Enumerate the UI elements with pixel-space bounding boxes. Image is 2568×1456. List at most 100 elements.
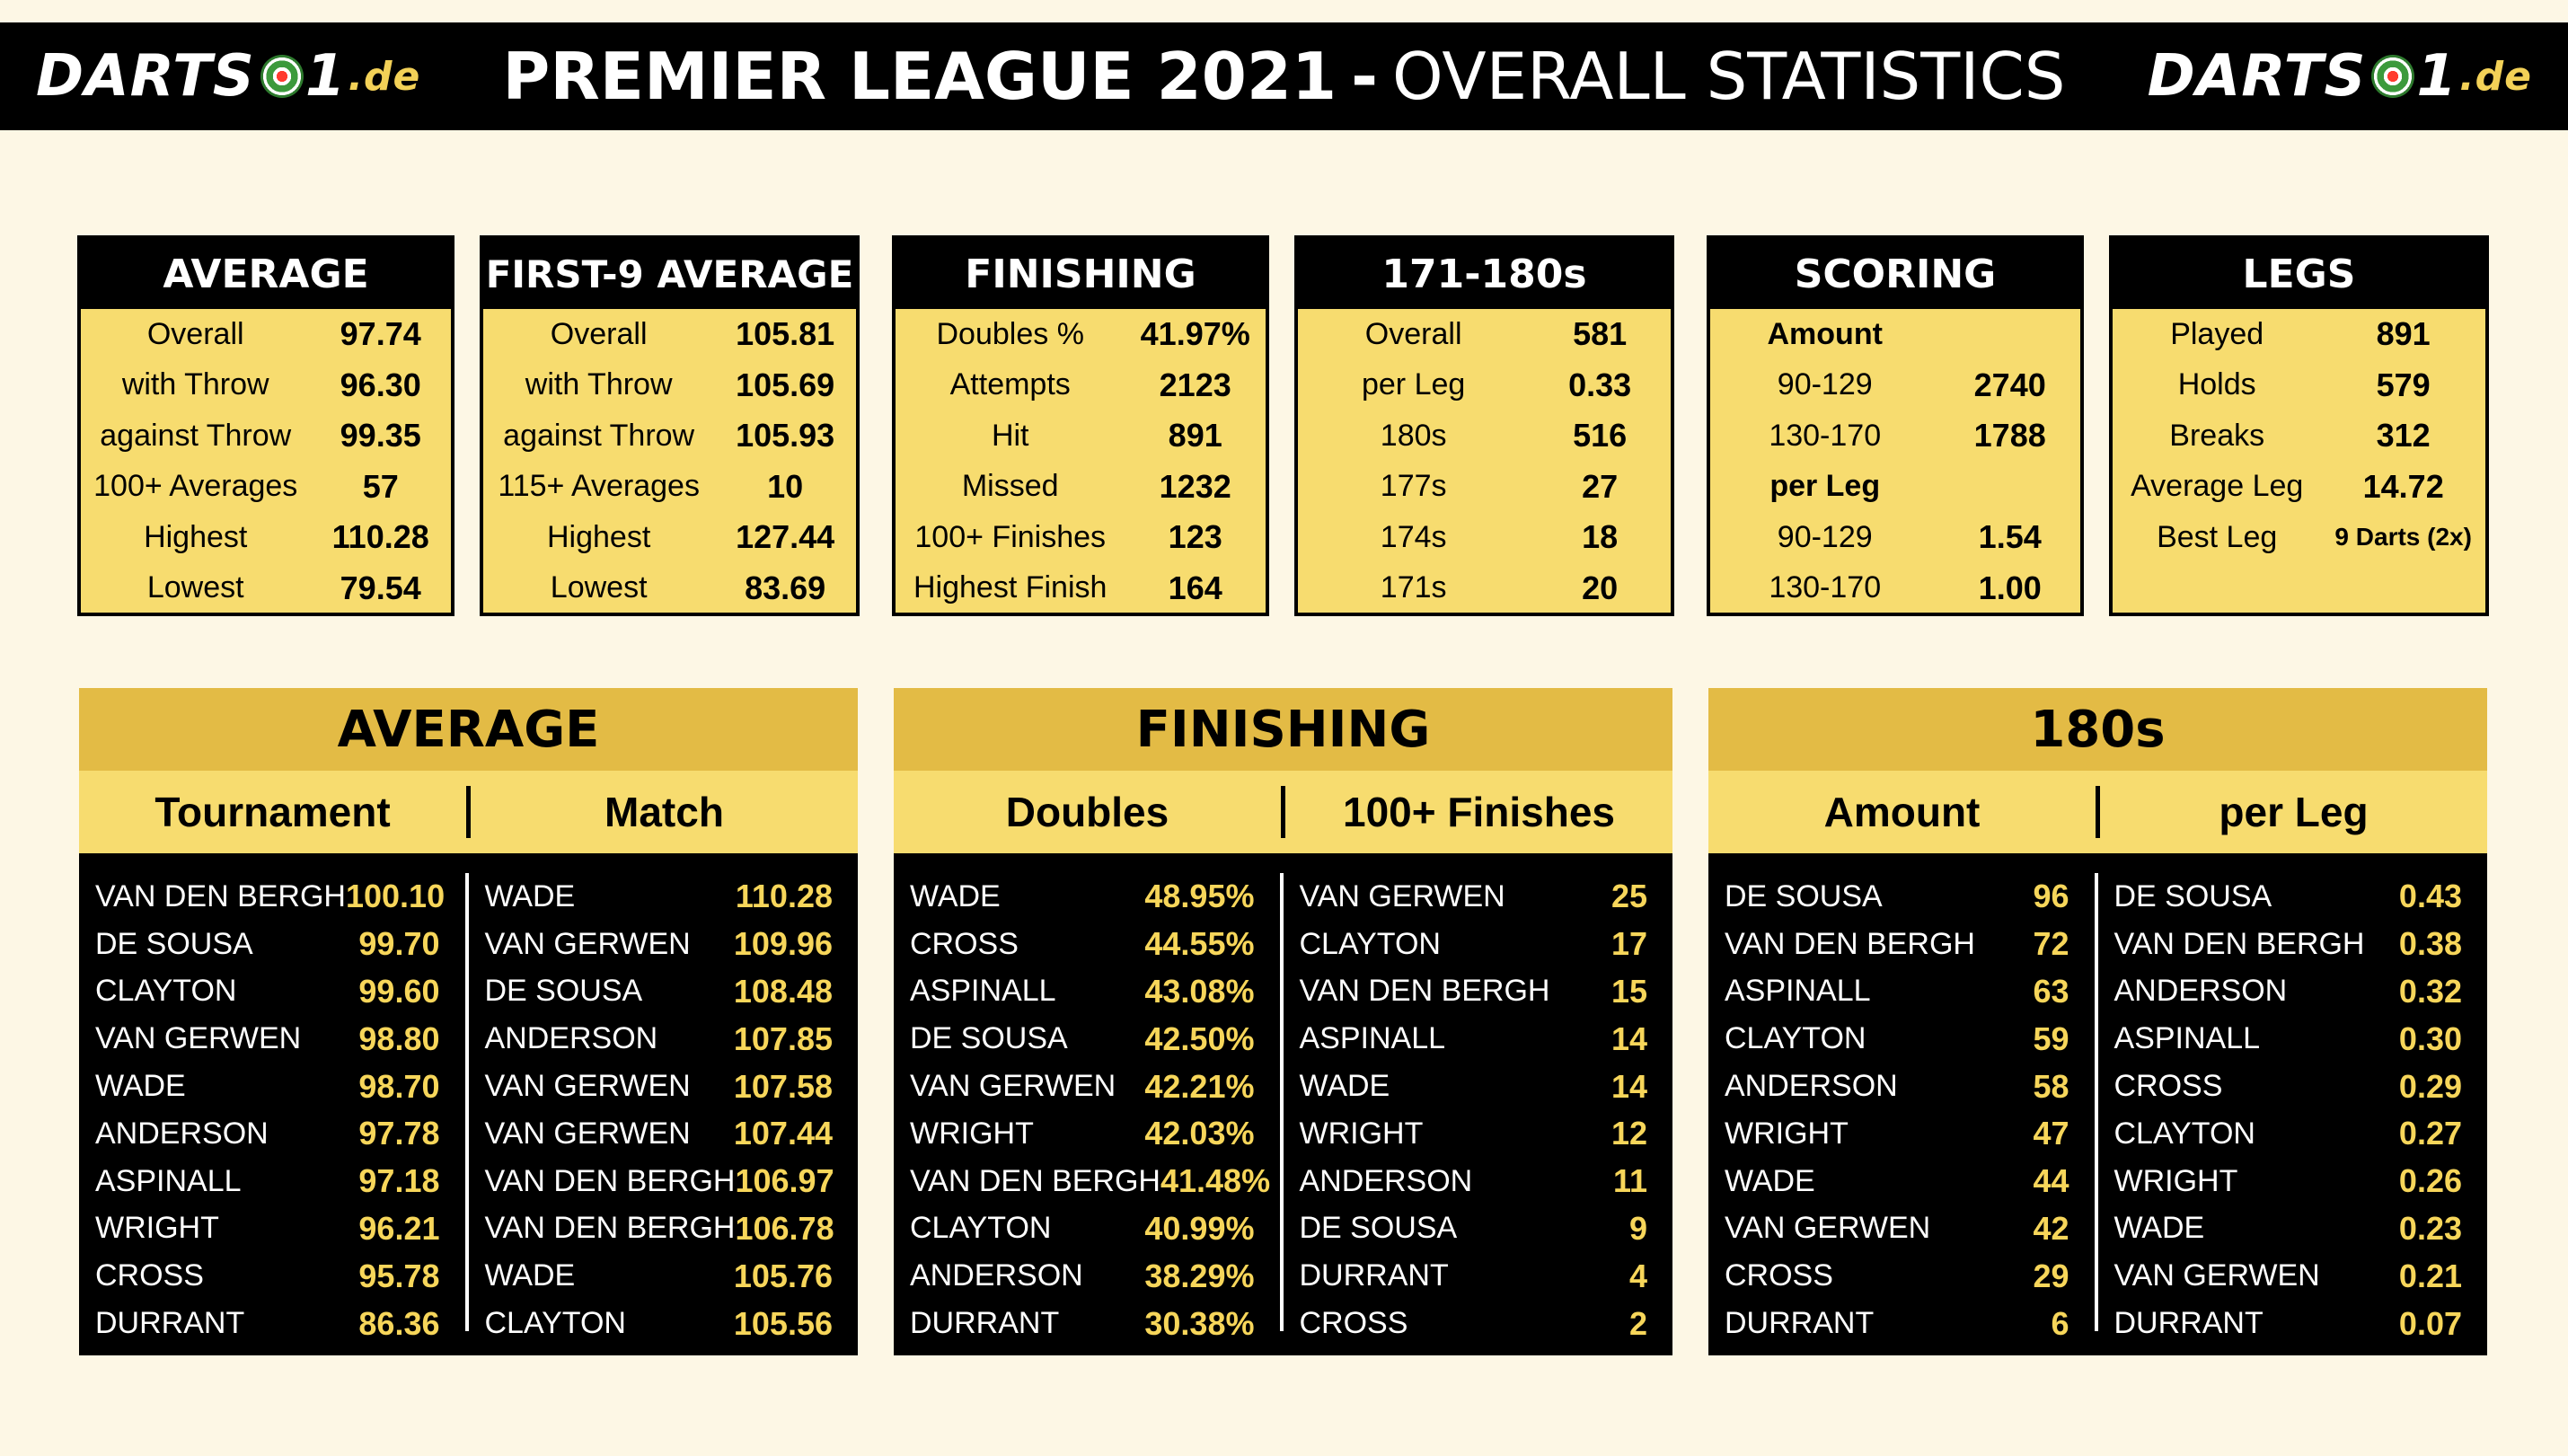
player-name: WRIGHT: [910, 1116, 1034, 1151]
ranking-row: WADE 44: [1708, 1158, 2095, 1205]
stat-value: 18: [1582, 518, 1619, 556]
player-value: 47: [2033, 1115, 2069, 1152]
ranking-row: VAN GERWEN 107.44: [469, 1110, 859, 1158]
ranking-row: ANDERSON 38.29%: [894, 1252, 1280, 1300]
player-value: 97.18: [358, 1162, 440, 1200]
stat-row: Amount: [1710, 309, 2080, 360]
player-value: 0.07: [2398, 1304, 2462, 1342]
page-title-main: PREMIER LEAGUE 2021: [502, 39, 1337, 114]
stat-label: 174s: [1380, 519, 1447, 554]
stat-box-title: LEGS: [2113, 239, 2485, 309]
player-name: WADE: [2114, 1211, 2205, 1246]
ranking-row: DE SOUSA 9: [1284, 1205, 1673, 1253]
player-value: 25: [1611, 878, 1647, 915]
player-value: 30.38%: [1144, 1304, 1255, 1342]
ranking-row: CLAYTON 59: [1708, 1015, 2095, 1063]
logo-one: 1: [304, 43, 347, 110]
stat-row: Overall 581: [1298, 309, 1671, 360]
stat-row: Doubles % 41.97%: [896, 309, 1266, 360]
page-title-separator: -: [1351, 39, 1378, 114]
stat-row: with Throw 96.30: [81, 360, 451, 411]
player-name: DURRANT: [2114, 1306, 2264, 1341]
stat-value: 1788: [1973, 417, 2046, 454]
player-name: DURRANT: [95, 1306, 245, 1341]
player-value: 72: [2033, 925, 2069, 963]
stat-value: 41.97%: [1140, 315, 1250, 353]
stat-label: Overall: [550, 316, 648, 351]
player-value: 0.32: [2398, 972, 2462, 1010]
player-name: DE SOUSA: [484, 974, 643, 1009]
player-value: 44.55%: [1144, 925, 1255, 963]
stat-box-first9-average: FIRST-9 AVERAGE Overall 105.81 with Throw…: [480, 235, 860, 616]
stat-row: Highest Finish 164: [896, 563, 1266, 614]
stat-label: Attempts: [949, 367, 1071, 402]
stat-label: Breaks: [2169, 418, 2265, 453]
stat-box-scoring: SCORING Amount 90-129 2740 130-170 1788 pe…: [1707, 235, 2084, 616]
ranking-row: WADE 110.28: [469, 873, 859, 921]
ranking-list-per-leg: DE SOUSA 0.43 VAN DEN BERGH 0.38 ANDERSON 0…: [2098, 873, 2488, 1355]
ranking-row: ASPINALL 43.08%: [894, 968, 1280, 1016]
stat-label: Overall: [146, 316, 244, 351]
player-name: CLAYTON: [484, 1306, 626, 1341]
panel-title: FINISHING: [894, 688, 1672, 771]
stat-value: 27: [1582, 467, 1619, 505]
player-name: WADE: [484, 1258, 576, 1293]
player-name: CLAYTON: [910, 1211, 1052, 1246]
player-name: VAN GERWEN: [484, 1069, 691, 1104]
stat-label: Overall: [1364, 316, 1462, 351]
stat-value: 105.81: [736, 315, 835, 353]
player-value: 96.21: [358, 1209, 440, 1247]
ranking-row: WADE 14: [1284, 1063, 1673, 1110]
stat-box-title: SCORING: [1710, 239, 2080, 309]
panel-subheader: Tournament Match: [79, 771, 858, 853]
ranking-row: WRIGHT 96.21: [79, 1205, 465, 1253]
stat-box-title: AVERAGE: [81, 239, 451, 309]
player-name: WADE: [484, 878, 576, 913]
ranking-row: CLAYTON 99.60: [79, 968, 465, 1016]
player-value: 107.58: [733, 1067, 833, 1105]
ranking-row: VAN DEN BERGH 15: [1284, 968, 1673, 1016]
ranking-row: WADE 0.23: [2098, 1205, 2488, 1253]
site-logo-left[interactable]: DARTS 1 .de: [36, 42, 420, 110]
column-header-per-leg: per Leg: [2219, 789, 2369, 835]
panel-finishing-rankings: FINISHING Doubles 100+ Finishes WADE 48.9…: [894, 688, 1672, 1355]
ranking-row: WADE 48.95%: [894, 873, 1280, 921]
stat-row: 100+ Finishes 123: [896, 512, 1266, 563]
player-name: WRIGHT: [95, 1211, 219, 1246]
player-name: CROSS: [910, 926, 1019, 961]
player-name: VAN DEN BERGH: [95, 878, 346, 913]
stat-value: 1.00: [1978, 569, 2042, 606]
player-value: 96: [2033, 878, 2069, 915]
ranking-row: CROSS 2: [1284, 1300, 1673, 1347]
dartboard-icon: [2371, 55, 2415, 98]
player-name: VAN DEN BERGH: [1725, 926, 1975, 961]
stat-row: 171s 20: [1298, 563, 1671, 614]
player-name: ASPINALL: [910, 974, 1056, 1009]
stat-row: Overall 105.81: [483, 309, 856, 360]
stat-value: 97.74: [340, 315, 421, 353]
column-header-100-finishes: 100+ Finishes: [1342, 789, 1615, 835]
player-name: WADE: [95, 1069, 186, 1104]
stat-label: Holds: [2177, 367, 2256, 402]
ranking-row: CLAYTON 105.56: [469, 1300, 859, 1347]
ranking-row: VAN GERWEN 107.58: [469, 1063, 859, 1110]
player-name: CROSS: [95, 1258, 204, 1293]
player-value: 0.38: [2398, 925, 2462, 963]
ranking-row: WRIGHT 42.03%: [894, 1110, 1280, 1158]
logo-domain: .de: [348, 53, 421, 100]
player-name: WRIGHT: [1725, 1116, 1849, 1151]
stat-value: 1.54: [1978, 518, 2042, 556]
ranking-row: DE SOUSA 42.50%: [894, 1015, 1280, 1063]
stat-value: 110.28: [331, 518, 429, 556]
player-name: WRIGHT: [2114, 1163, 2238, 1198]
player-name: VAN GERWEN: [95, 1021, 302, 1056]
site-logo-right[interactable]: DARTS 1 .de: [2148, 42, 2532, 110]
player-value: 14: [1611, 1019, 1647, 1057]
stat-label: Highest: [144, 519, 248, 554]
stat-label: 100+ Finishes: [914, 519, 1107, 554]
logo-text: DARTS: [2147, 43, 2367, 110]
stat-label: 180s: [1380, 418, 1447, 453]
player-name: DE SOUSA: [2114, 878, 2272, 913]
player-value: 107.44: [733, 1115, 833, 1152]
stat-box-171-180s: 171-180s Overall 581 per Leg 0.33 180s 516 …: [1294, 235, 1674, 616]
